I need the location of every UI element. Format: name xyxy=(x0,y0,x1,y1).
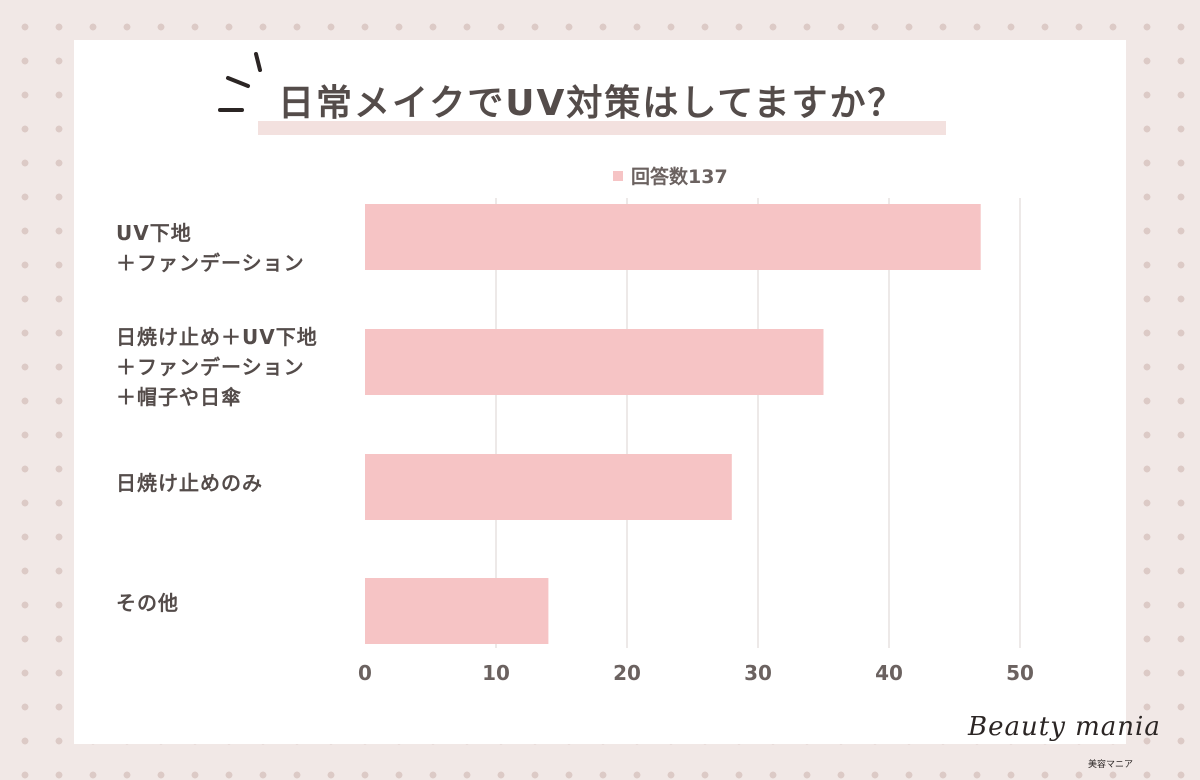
bar-1 xyxy=(365,204,981,270)
brand-logo-subtext: 美容マニア xyxy=(1088,760,1134,770)
x-tick-label-10: 10 xyxy=(482,661,510,685)
bar-4 xyxy=(365,578,549,644)
bar-3 xyxy=(365,454,732,520)
x-tick-label-50: 50 xyxy=(1006,661,1034,685)
legend-label: 回答数137 xyxy=(631,166,728,188)
x-tick-label-0: 0 xyxy=(358,661,372,685)
category-label-4: その他 xyxy=(116,591,179,615)
legend-swatch xyxy=(613,170,623,181)
category-label-3: 日焼け止めのみ xyxy=(116,471,263,495)
x-tick-label-20: 20 xyxy=(613,661,641,685)
legend: 回答数137 xyxy=(613,162,728,189)
category-label-1: UV下地 ＋ファンデーション xyxy=(116,221,305,275)
x-tick-label-30: 30 xyxy=(744,661,772,685)
bar-2 xyxy=(365,329,824,395)
brand-logo: Beauty mania 美容マニア xyxy=(968,712,1161,772)
category-label-2: 日焼け止め＋UV下地 ＋ファンデーション ＋帽子や日傘 xyxy=(116,325,318,409)
x-tick-label-40: 40 xyxy=(875,661,903,685)
brand-logo-text: Beauty mania xyxy=(968,712,1161,742)
